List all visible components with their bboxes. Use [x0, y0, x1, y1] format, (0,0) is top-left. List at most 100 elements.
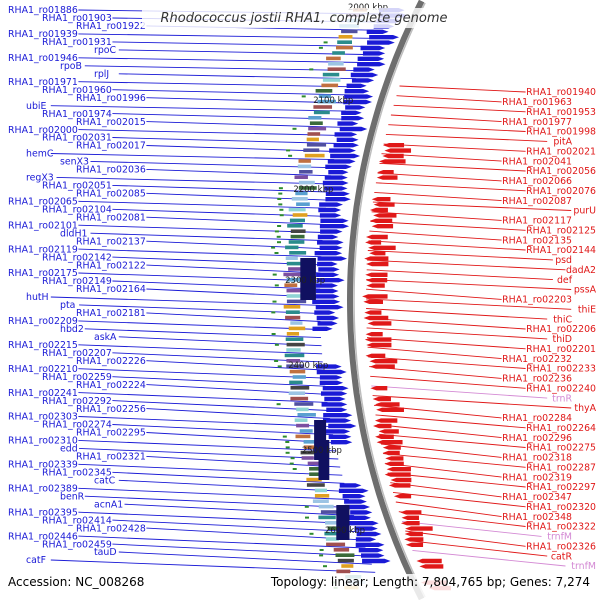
forward-gene-arrow [341, 110, 362, 115]
reverse-gene-arrow [369, 218, 393, 223]
reverse-gene-arrow [404, 531, 423, 537]
gene-label: RHA1_ro02347 [502, 492, 572, 503]
leader-line [366, 288, 502, 300]
feature-stripe [286, 261, 307, 266]
gene-label: RHA1_ro02215 [8, 340, 78, 351]
reverse-gene-arrow [378, 159, 406, 164]
feature-stripe [294, 175, 308, 179]
feature-stripe [285, 337, 304, 341]
feature-stripe [288, 267, 302, 271]
leader-line [78, 129, 340, 136]
feature-stripe [285, 256, 298, 260]
feature-stripe [313, 110, 330, 115]
leader-line [112, 400, 329, 411]
reverse-gene-arrow [400, 510, 422, 515]
feature-tick [292, 127, 297, 130]
forward-gene-arrow [312, 326, 333, 331]
feature-tick [277, 241, 281, 244]
feature-stripe [286, 278, 306, 282]
feature-tick [274, 360, 279, 362]
leader-line [112, 184, 329, 193]
feature-stripe [326, 542, 346, 547]
forward-gene-arrow [317, 234, 339, 240]
gene-label: RHA1_ro02065 [8, 197, 78, 208]
reverse-gene-arrow [363, 315, 389, 321]
gene-label: RHA1_ro02232 [502, 354, 572, 365]
gene-label: RHA1_ro02274 [42, 420, 112, 431]
leader-line [366, 317, 526, 330]
leader-line [374, 191, 502, 202]
gene-label: RHA1_ro01998 [526, 127, 596, 138]
leader-line [78, 439, 337, 452]
gene-label: RHA1_ro02292 [42, 396, 112, 407]
feature-stripe [315, 89, 333, 93]
gene-label: RHA1_ro02348 [502, 512, 572, 523]
forward-gene-arrow [316, 369, 347, 375]
leader-line [370, 375, 526, 389]
leader-line [79, 447, 339, 460]
leader-line [118, 73, 356, 80]
feature-stripe [307, 132, 321, 136]
feature-stripe [298, 180, 315, 185]
feature-stripe [297, 164, 312, 169]
forward-gene-arrow [355, 537, 377, 542]
kbp-marker: 2200 kbp [293, 185, 333, 195]
feature-tick [277, 198, 282, 200]
feature-stripe [306, 137, 319, 142]
forward-gene-arrow [361, 553, 385, 558]
feature-stripe [321, 83, 339, 88]
feature-tick [304, 505, 309, 508]
forward-gene-arrow [312, 299, 341, 304]
feature-tick [271, 333, 276, 335]
feature-stripe [335, 553, 355, 557]
forward-gene-arrow [317, 261, 338, 267]
feature-stripe [291, 197, 308, 201]
leader-line [78, 57, 362, 63]
backbone-ring [346, 0, 425, 600]
leader-line [369, 230, 502, 241]
leader-line [375, 182, 526, 192]
gene-label: RHA1_ro02233 [526, 364, 596, 375]
leader-line [146, 216, 325, 225]
leader-line [388, 124, 526, 132]
gene-label: RHA1_ro01922 [76, 21, 146, 32]
reverse-gene-arrow [372, 396, 391, 402]
feature-tick [274, 230, 279, 233]
leader-line [56, 176, 330, 185]
feature-tick [292, 468, 297, 470]
feature-tick [272, 300, 277, 303]
reverse-gene-arrow [363, 299, 383, 304]
gene-label: rplJ [94, 69, 109, 80]
kbp-marker: 2300 kbp [285, 276, 325, 286]
gene-label: hemC [26, 149, 54, 160]
feature-tick [271, 246, 276, 249]
forward-gene-arrow [318, 207, 342, 213]
leader-line [112, 376, 326, 387]
feature-stripe [286, 348, 301, 352]
feature-stripe [298, 186, 317, 190]
feature-stripe [322, 78, 341, 82]
gene-label: RHA1_ro01996 [76, 93, 146, 104]
leader-line [393, 104, 526, 113]
gene-label: RHA1_ro02284 [502, 413, 572, 424]
feature-tick [278, 203, 283, 206]
reverse-gene-arrow [400, 521, 420, 526]
forward-gene-arrow [330, 440, 353, 445]
leader-line [50, 559, 376, 573]
gene-label: RHA1_ro02135 [502, 235, 572, 246]
forward-gene-arrow [346, 515, 371, 520]
feature-tick [271, 311, 276, 314]
leader-line [78, 272, 321, 282]
leader-line [78, 224, 324, 233]
forward-gene-arrow [315, 294, 340, 299]
feature-tick [276, 235, 281, 238]
forward-gene-arrow [322, 386, 349, 391]
gene-label: RHA1_ro01931 [42, 37, 112, 48]
gene-label: RHA1_ro02203 [502, 295, 572, 306]
leader-line [371, 385, 548, 399]
gene-label: RHA1_ro02000 [8, 125, 78, 136]
feature-tick [279, 208, 284, 211]
feature-tick [282, 435, 287, 438]
feature-tick [289, 462, 294, 465]
leader-line [78, 535, 366, 549]
